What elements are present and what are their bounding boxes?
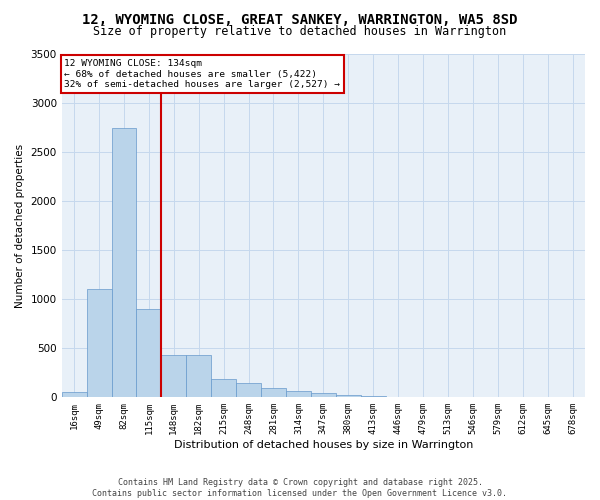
Text: Size of property relative to detached houses in Warrington: Size of property relative to detached ho… — [94, 25, 506, 38]
Bar — [236, 382, 261, 398]
Bar — [286, 392, 311, 398]
Bar — [261, 388, 286, 398]
Bar — [211, 378, 236, 398]
Text: 12 WYOMING CLOSE: 134sqm
← 68% of detached houses are smaller (5,422)
32% of sem: 12 WYOMING CLOSE: 134sqm ← 68% of detach… — [64, 59, 340, 89]
Text: 12, WYOMING CLOSE, GREAT SANKEY, WARRINGTON, WA5 8SD: 12, WYOMING CLOSE, GREAT SANKEY, WARRING… — [82, 12, 518, 26]
Y-axis label: Number of detached properties: Number of detached properties — [15, 144, 25, 308]
Bar — [161, 355, 186, 398]
Bar — [186, 355, 211, 398]
Bar — [336, 395, 361, 398]
Bar — [361, 396, 386, 398]
Bar — [311, 394, 336, 398]
Bar — [86, 290, 112, 398]
Text: Contains HM Land Registry data © Crown copyright and database right 2025.
Contai: Contains HM Land Registry data © Crown c… — [92, 478, 508, 498]
Bar — [136, 309, 161, 398]
X-axis label: Distribution of detached houses by size in Warrington: Distribution of detached houses by size … — [173, 440, 473, 450]
Bar — [62, 392, 86, 398]
Bar — [112, 128, 136, 398]
